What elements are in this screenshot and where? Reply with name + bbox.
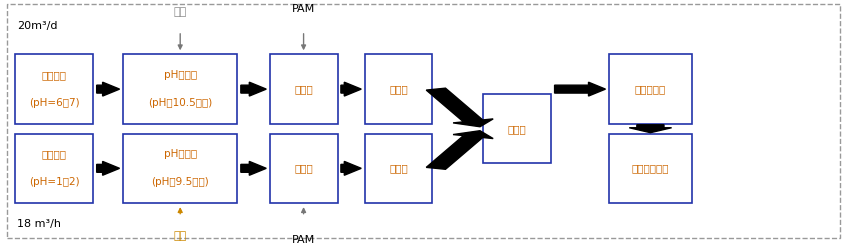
Text: 污泥压滤机: 污泥压滤机 <box>635 84 666 94</box>
Text: pH调节池: pH调节池 <box>164 70 197 80</box>
Text: 石灰: 石灰 <box>174 231 187 242</box>
Text: (pH=1～2): (pH=1～2) <box>29 177 80 187</box>
FancyBboxPatch shape <box>15 134 93 203</box>
Polygon shape <box>427 88 494 127</box>
Text: 沉淠池: 沉淠池 <box>508 124 527 134</box>
Text: (pH至9.5以上): (pH至9.5以上) <box>151 177 209 187</box>
Text: PAM: PAM <box>292 235 315 245</box>
Text: 慢混池: 慢混池 <box>389 163 408 173</box>
FancyBboxPatch shape <box>365 134 432 203</box>
Polygon shape <box>427 131 494 169</box>
Text: 污泥委托外运: 污泥委托外运 <box>632 163 669 173</box>
FancyBboxPatch shape <box>270 55 338 124</box>
FancyBboxPatch shape <box>609 134 692 203</box>
Text: 快混池: 快混池 <box>294 84 313 94</box>
Text: 20m³/d: 20m³/d <box>17 21 58 31</box>
Text: (pH=6～7): (pH=6～7) <box>29 98 80 108</box>
Text: 含镌废水: 含镌废水 <box>42 70 67 80</box>
Text: (pH至10.5以上): (pH至10.5以上) <box>148 98 212 108</box>
FancyBboxPatch shape <box>15 55 93 124</box>
Text: PAM: PAM <box>292 4 315 14</box>
Polygon shape <box>97 161 120 175</box>
FancyBboxPatch shape <box>609 55 692 124</box>
Polygon shape <box>97 82 120 96</box>
Text: 快混池: 快混池 <box>294 163 313 173</box>
Text: pH调节池: pH调节池 <box>164 150 197 159</box>
FancyBboxPatch shape <box>123 134 237 203</box>
Polygon shape <box>241 161 266 175</box>
Text: 18 m³/h: 18 m³/h <box>17 219 61 229</box>
Polygon shape <box>555 82 605 96</box>
Text: 石灰: 石灰 <box>174 7 187 17</box>
FancyBboxPatch shape <box>483 94 551 163</box>
Polygon shape <box>341 82 361 96</box>
FancyBboxPatch shape <box>123 55 237 124</box>
Polygon shape <box>341 161 361 175</box>
FancyBboxPatch shape <box>7 4 840 238</box>
Text: 综合废水: 综合废水 <box>42 150 67 159</box>
FancyBboxPatch shape <box>365 55 432 124</box>
Polygon shape <box>629 125 672 133</box>
Text: 慢混池: 慢混池 <box>389 84 408 94</box>
Polygon shape <box>241 82 266 96</box>
FancyBboxPatch shape <box>270 134 338 203</box>
